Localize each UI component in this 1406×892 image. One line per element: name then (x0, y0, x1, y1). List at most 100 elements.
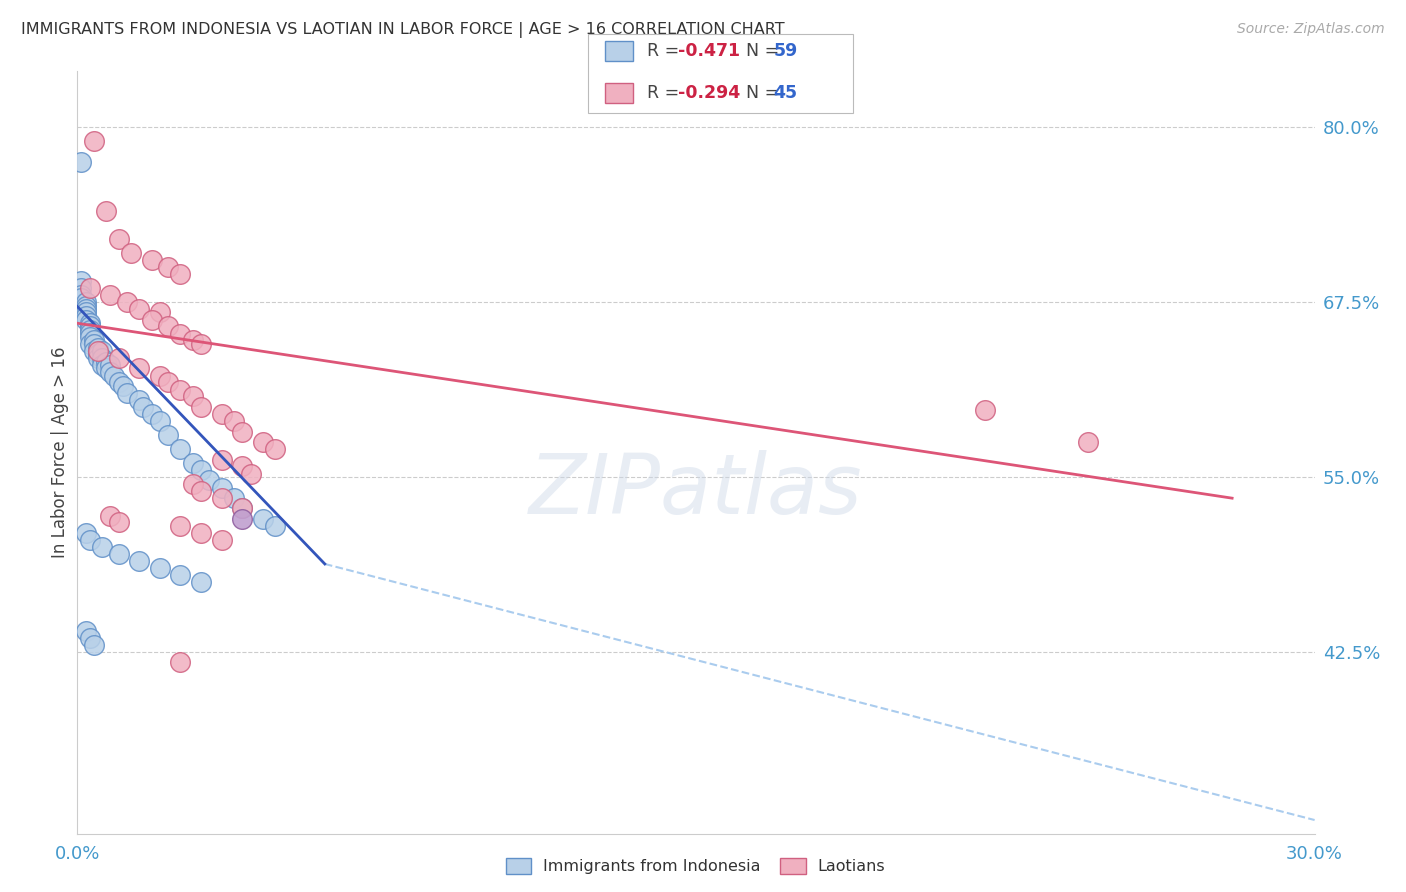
Point (231, 512, 253, 526)
Point (91, 358, 114, 372)
Point (169, 384, 191, 398)
Point (98, 365, 121, 379)
Text: 59: 59 (773, 42, 797, 60)
Point (264, 442, 287, 457)
Point (231, 500, 253, 515)
Point (107, 351, 129, 366)
Point (83, 134, 105, 148)
Point (98, 509, 121, 524)
Point (169, 267, 191, 281)
Point (83, 337, 105, 351)
Point (141, 407, 163, 421)
Text: ZIPatlas: ZIPatlas (529, 450, 863, 532)
Point (157, 428, 180, 442)
Point (169, 568, 191, 582)
Text: R =: R = (647, 42, 685, 60)
Point (96, 204, 118, 219)
Point (211, 482, 233, 496)
Point (149, 369, 172, 384)
Point (115, 386, 138, 401)
Point (87, 344, 110, 359)
Text: N =: N = (735, 42, 785, 60)
Text: Immigrants from Indonesia: Immigrants from Indonesia (543, 859, 761, 873)
Point (75, 624, 97, 639)
Text: Laotians: Laotians (817, 859, 884, 873)
Point (157, 375, 180, 389)
Point (75, 526, 97, 541)
Point (87, 347, 110, 361)
Text: N =: N = (735, 84, 785, 102)
Point (128, 361, 150, 376)
Point (87, 342, 110, 356)
Point (98, 358, 121, 372)
Point (181, 456, 204, 470)
Text: R =: R = (647, 84, 685, 102)
Point (111, 379, 134, 393)
Point (75, 300, 97, 314)
Point (190, 337, 212, 351)
Point (79, 330, 101, 344)
Point (79, 281, 101, 295)
Point (157, 260, 180, 275)
Point (107, 375, 129, 389)
Point (87, 351, 110, 366)
Point (252, 512, 274, 526)
Point (75, 313, 97, 327)
Point (169, 655, 191, 669)
Point (79, 337, 101, 351)
Point (79, 323, 101, 337)
Point (211, 407, 233, 421)
Point (70, 288, 93, 302)
Point (190, 463, 212, 477)
Point (239, 467, 262, 482)
Point (107, 232, 129, 246)
Point (231, 458, 253, 473)
Point (103, 369, 125, 384)
Point (128, 302, 150, 317)
Point (141, 253, 163, 268)
Point (75, 305, 97, 319)
Point (181, 477, 204, 491)
Point (70, 155, 93, 169)
Point (107, 515, 129, 529)
Text: IMMIGRANTS FROM INDONESIA VS LAOTIAN IN LABOR FORCE | AGE > 16 CORRELATION CHART: IMMIGRANTS FROM INDONESIA VS LAOTIAN IN … (21, 22, 785, 38)
Point (79, 631, 101, 645)
Point (190, 484, 212, 499)
Point (198, 473, 221, 487)
Point (190, 575, 212, 590)
Point (149, 414, 172, 428)
Point (91, 540, 114, 554)
Point (79, 533, 101, 548)
Point (211, 491, 233, 505)
Point (231, 500, 253, 515)
Point (169, 519, 191, 533)
Point (91, 344, 114, 359)
Y-axis label: In Labor Force | Age > 16: In Labor Force | Age > 16 (51, 347, 69, 558)
Point (211, 453, 233, 467)
Point (98, 288, 121, 302)
Point (107, 547, 129, 561)
Point (70, 291, 93, 305)
Point (190, 526, 212, 541)
Point (973, 403, 995, 417)
Point (75, 310, 97, 324)
Point (79, 326, 101, 340)
Text: Source: ZipAtlas.com: Source: ZipAtlas.com (1237, 22, 1385, 37)
Point (120, 246, 142, 260)
Point (83, 344, 105, 359)
Point (252, 435, 274, 450)
Point (169, 327, 191, 342)
Point (83, 638, 105, 652)
Point (141, 313, 163, 327)
Point (1077, 435, 1099, 450)
Point (132, 401, 155, 415)
Point (181, 333, 204, 347)
Point (264, 519, 287, 533)
Text: -0.294: -0.294 (678, 84, 740, 102)
Point (75, 295, 97, 310)
Point (211, 533, 233, 548)
Text: -0.471: -0.471 (678, 42, 740, 60)
Point (231, 425, 253, 440)
Point (70, 281, 93, 295)
Point (181, 389, 204, 403)
